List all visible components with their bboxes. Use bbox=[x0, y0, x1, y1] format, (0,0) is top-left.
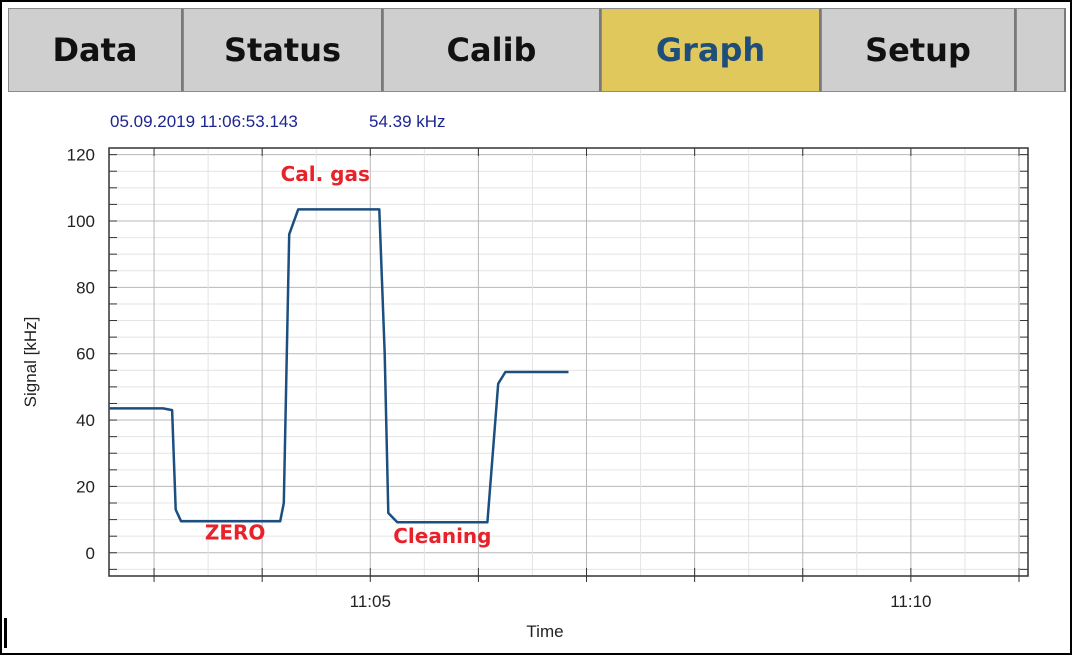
left-edge-mark bbox=[4, 618, 7, 648]
tab-status[interactable]: Status bbox=[183, 8, 383, 92]
y-tick-label: 0 bbox=[86, 544, 95, 563]
graph-timestamp: 05.09.2019 11:06:53.143 bbox=[110, 112, 298, 131]
y-axis-title: Signal [kHz] bbox=[21, 317, 40, 408]
chart-grid bbox=[109, 148, 1028, 576]
x-tick-labels: 11:05 11:10 bbox=[350, 592, 932, 611]
signal-series bbox=[109, 208, 569, 524]
tab-data[interactable]: Data bbox=[8, 8, 183, 92]
tab-graph[interactable]: Graph bbox=[601, 8, 821, 92]
chart-annotation: ZERO bbox=[205, 521, 266, 545]
tab-calib[interactable]: Calib bbox=[383, 8, 601, 92]
graph-current-value: 54.39 kHz bbox=[369, 112, 446, 131]
x-tick-label: 11:10 bbox=[890, 592, 931, 611]
chart-annotation: Cal. gas bbox=[281, 162, 370, 186]
series-line bbox=[109, 208, 569, 524]
x-axis-title: Time bbox=[526, 622, 563, 641]
y-tick-label: 100 bbox=[67, 212, 95, 231]
y-tick-label: 20 bbox=[76, 477, 95, 496]
y-tick-label: 60 bbox=[76, 345, 95, 364]
x-tick-label: 11:05 bbox=[350, 592, 391, 611]
y-tick-label: 120 bbox=[67, 146, 95, 165]
plot-area bbox=[108, 147, 1029, 577]
tab-more[interactable] bbox=[1016, 8, 1066, 92]
signal-chart: 05.09.2019 11:06:53.143 54.39 kHz 0 20 40 6… bbox=[21, 112, 1029, 641]
tab-bar: Data Status Calib Graph Setup bbox=[8, 8, 1066, 92]
chart-ticks bbox=[109, 148, 1028, 582]
tab-setup[interactable]: Setup bbox=[821, 8, 1016, 92]
chart-annotations: Cal. gas ZERO Cleaning bbox=[205, 162, 492, 548]
y-tick-labels: 0 20 40 60 80 100 120 bbox=[67, 146, 95, 563]
y-tick-label: 80 bbox=[76, 278, 95, 297]
chart-annotation: Cleaning bbox=[393, 524, 491, 548]
y-tick-label: 40 bbox=[76, 411, 95, 430]
